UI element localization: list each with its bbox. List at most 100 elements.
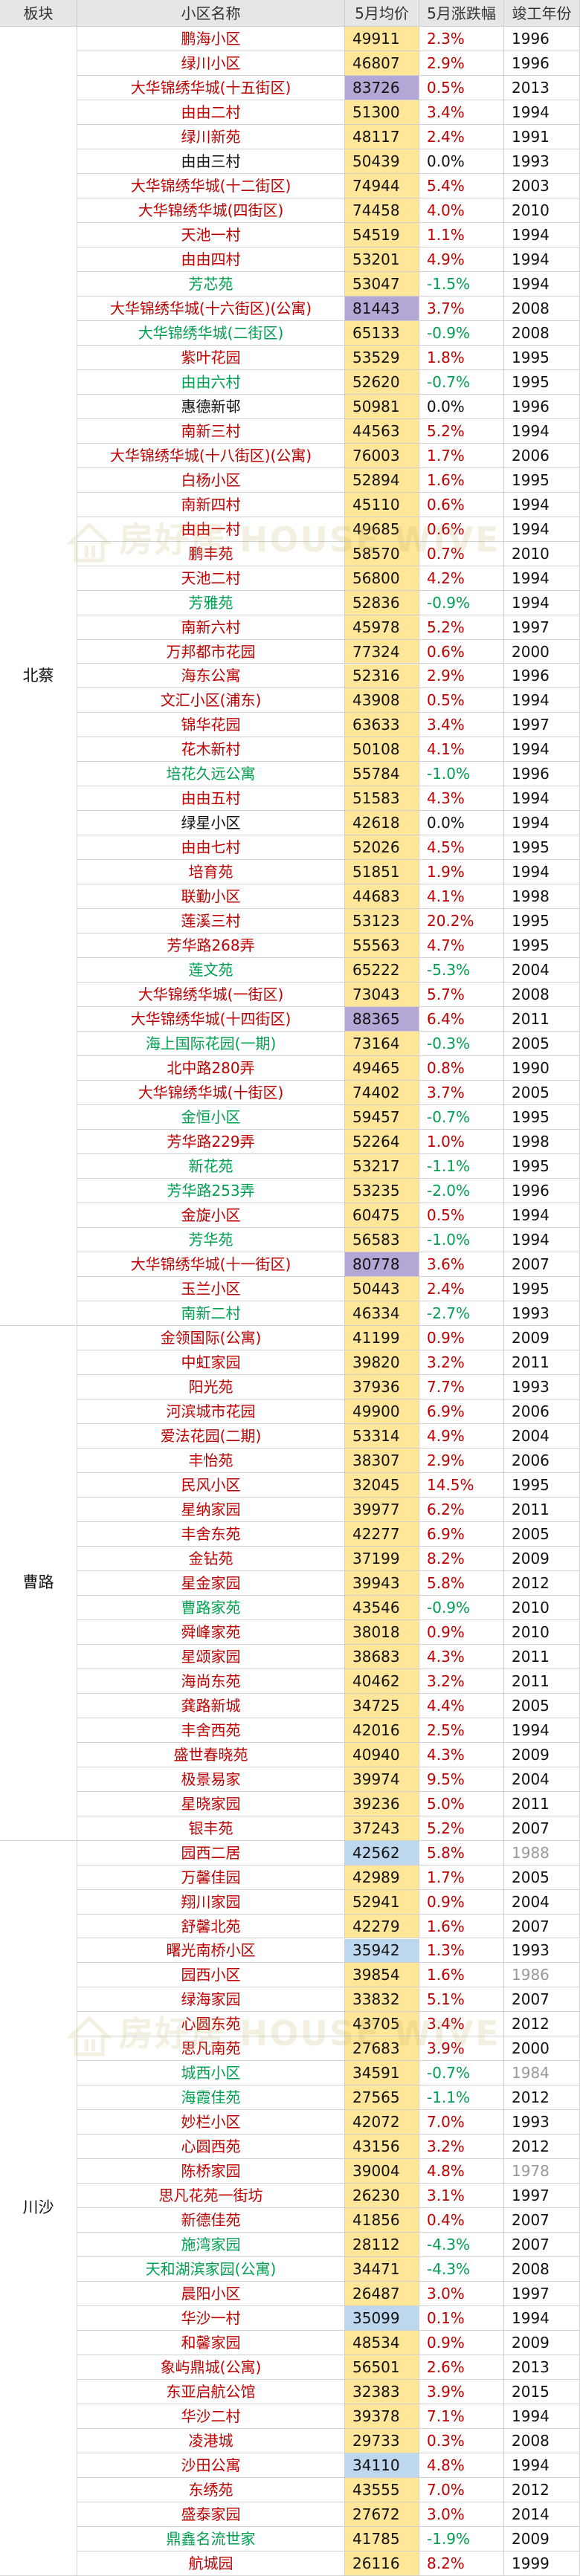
completion-year: 1995 — [504, 1472, 580, 1498]
avg-price: 39943 — [345, 1570, 419, 1596]
community-name: 北中路280弄 — [77, 1056, 345, 1081]
community-name: 大华锦绣华城(十四街区) — [77, 1007, 345, 1032]
avg-price: 46807 — [345, 51, 419, 76]
price-change: 0.9% — [419, 1325, 504, 1350]
price-change: 8.2% — [419, 2551, 504, 2576]
price-change: 5.8% — [419, 1570, 504, 1596]
avg-price: 53529 — [345, 345, 419, 370]
avg-price: 27683 — [345, 2036, 419, 2062]
completion-year: 2010 — [504, 541, 580, 566]
price-change: 3.2% — [419, 2135, 504, 2160]
price-change: 3.7% — [419, 296, 504, 321]
price-change: -0.9% — [419, 1595, 504, 1620]
community-name: 园西二居 — [77, 1840, 345, 1865]
avg-price: 28112 — [345, 2233, 419, 2258]
price-change: 2.9% — [419, 1448, 504, 1473]
avg-price: 38683 — [345, 1644, 419, 1669]
community-name: 由由三村 — [77, 149, 345, 174]
avg-price: 76003 — [345, 443, 419, 468]
completion-year: 2014 — [504, 2502, 580, 2528]
community-name: 鹏丰苑 — [77, 541, 345, 566]
price-change: 2.9% — [419, 51, 504, 76]
completion-year: 1994 — [504, 100, 580, 125]
completion-year: 1994 — [504, 1718, 580, 1743]
completion-year: 2011 — [504, 1007, 580, 1032]
price-change: 4.3% — [419, 786, 504, 812]
avg-price: 55563 — [345, 933, 419, 959]
completion-year: 2010 — [504, 198, 580, 223]
community-name: 大华锦绣华城(十八街区)(公寓) — [77, 443, 345, 468]
price-change: -0.7% — [419, 369, 504, 395]
community-name: 舜峰家苑 — [77, 1619, 345, 1645]
completion-year: 2008 — [504, 2429, 580, 2454]
community-name: 绿川小区 — [77, 51, 345, 76]
price-change: 0.5% — [419, 688, 504, 713]
price-change: 5.2% — [419, 615, 504, 640]
avg-price: 73164 — [345, 1032, 419, 1057]
completion-year: 2004 — [504, 1423, 580, 1449]
completion-year: 1994 — [504, 222, 580, 247]
community-name: 园西小区 — [77, 1963, 345, 1988]
completion-year: 2012 — [504, 2085, 580, 2111]
completion-year: 2000 — [504, 2036, 580, 2062]
avg-price: 52316 — [345, 664, 419, 689]
avg-price: 35942 — [345, 1938, 419, 1964]
community-name: 花木新村 — [77, 737, 345, 763]
price-change: 6.4% — [419, 1007, 504, 1032]
community-name: 由由四村 — [77, 247, 345, 272]
completion-year: 2007 — [504, 2208, 580, 2233]
community-name: 由由七村 — [77, 835, 345, 861]
completion-year: 1993 — [504, 1301, 580, 1326]
avg-price: 48117 — [345, 124, 419, 149]
community-name: 南新三村 — [77, 418, 345, 444]
community-name: 由由五村 — [77, 786, 345, 812]
community-name: 河滨城市花园 — [77, 1399, 345, 1424]
completion-year: 1995 — [504, 369, 580, 395]
avg-price: 59457 — [345, 1105, 419, 1130]
price-change: 4.8% — [419, 2453, 504, 2479]
completion-year: 1996 — [504, 762, 580, 787]
completion-year: 1997 — [504, 2282, 580, 2307]
completion-year: 1995 — [504, 345, 580, 370]
avg-price: 26487 — [345, 2282, 419, 2307]
community-name: 南新六村 — [77, 615, 345, 640]
community-name: 丰怡苑 — [77, 1448, 345, 1473]
community-name: 华沙二村 — [77, 2404, 345, 2430]
avg-price: 46334 — [345, 1301, 419, 1326]
price-change: 1.3% — [419, 1938, 504, 1964]
avg-price: 58570 — [345, 541, 419, 566]
avg-price: 40462 — [345, 1669, 419, 1694]
price-change: 4.8% — [419, 2159, 504, 2184]
community-name: 绿川新苑 — [77, 124, 345, 149]
avg-price: 80778 — [345, 1252, 419, 1277]
price-change: 3.0% — [419, 2502, 504, 2528]
price-change: 3.6% — [419, 1252, 504, 1277]
community-name: 南新二村 — [77, 1301, 345, 1326]
avg-price: 27565 — [345, 2085, 419, 2111]
completion-year: 1996 — [504, 27, 580, 51]
avg-price: 34725 — [345, 1693, 419, 1718]
avg-price: 41785 — [345, 2527, 419, 2551]
community-name: 天和湖滨家园(公寓) — [77, 2257, 345, 2282]
avg-price: 74458 — [345, 198, 419, 223]
community-name: 锦华花园 — [77, 713, 345, 738]
district-cell: 川沙 — [0, 1840, 77, 2576]
price-change: 0.1% — [419, 2306, 504, 2331]
community-name: 沙田公寓 — [77, 2453, 345, 2479]
header-change: 5月涨跌幅 — [419, 0, 504, 27]
avg-price: 42016 — [345, 1718, 419, 1743]
price-change: 9.5% — [419, 1767, 504, 1792]
price-change: -0.9% — [419, 590, 504, 615]
price-change: -1.1% — [419, 2085, 504, 2111]
avg-price: 35099 — [345, 2306, 419, 2331]
completion-year: 2011 — [504, 1497, 580, 1522]
price-change: 0.6% — [419, 517, 504, 542]
avg-price: 52620 — [345, 369, 419, 395]
community-name: 芳雅苑 — [77, 590, 345, 615]
price-change: -4.3% — [419, 2233, 504, 2258]
price-change: -2.7% — [419, 1301, 504, 1326]
community-name: 芳华路229弄 — [77, 1130, 345, 1155]
avg-price: 51583 — [345, 786, 419, 812]
completion-year: 1997 — [504, 713, 580, 738]
community-name: 丰舍东苑 — [77, 1521, 345, 1547]
